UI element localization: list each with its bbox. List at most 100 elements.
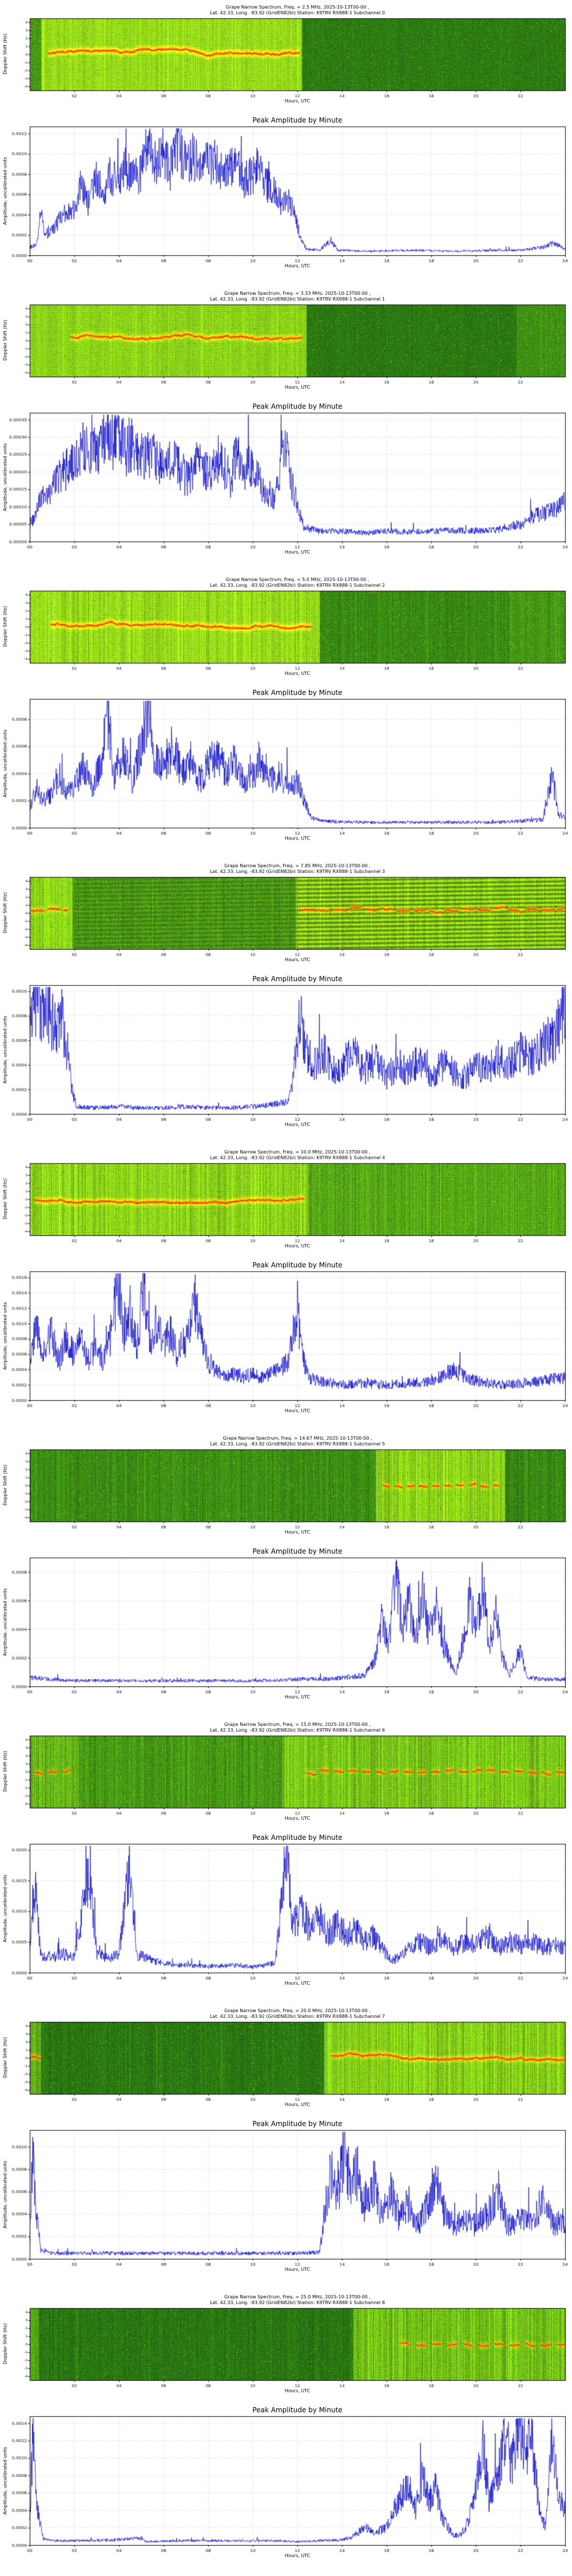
spectrogram-plot <box>0 2021 572 2102</box>
amplitude-plot-row: Amplitude, uncalibrated units <box>0 1270 572 1408</box>
spectrogram-title-line1: Grape Narrow Spectrum, Freq. = 20.0 MHz,… <box>224 2008 371 2013</box>
amplitude-plot-row: Amplitude, uncalibrated units <box>0 125 572 263</box>
spectrogram-plot-row: Doppler Shift (Hz) <box>0 1162 572 1243</box>
spectrogram-xlabel: Hours, UTC <box>284 385 311 390</box>
spectrogram-plot <box>0 17 572 98</box>
spectrogram-title-line1: Grape Narrow Spectrum, Freq. = 5.0 MHz, … <box>225 577 370 582</box>
spectrogram-title-line2: Lat. 42.33, Long. -83.92 (GridEN82bi) St… <box>210 583 385 588</box>
spectrogram-title-line2: Lat. 42.33, Long. -83.92 (GridEN82bi) St… <box>210 869 385 874</box>
amplitude-title: Peak Amplitude by Minute <box>252 116 343 124</box>
spectrogram-title-line1: Grape Narrow Spectrum, Freq. = 10.0 MHz,… <box>224 1149 371 1155</box>
amplitude-title: Peak Amplitude by Minute <box>252 1261 343 1269</box>
amplitude-title: Peak Amplitude by Minute <box>252 2120 343 2128</box>
spectrogram-plot-row: Doppler Shift (Hz) <box>0 1735 572 1816</box>
spectrogram-title: Grape Narrow Spectrum, Freq. = 25.0 MHz,… <box>0 2294 572 2306</box>
amplitude-title: Peak Amplitude by Minute <box>252 1547 343 1555</box>
amplitude-plot <box>0 1270 572 1408</box>
amplitude-title: Peak Amplitude by Minute <box>252 689 343 697</box>
amplitude-plot <box>0 2415 572 2553</box>
spectrogram-title: Grape Narrow Spectrum, Freq. = 15.0 MHz,… <box>0 1722 572 1733</box>
amplitude-plot <box>0 411 572 550</box>
spectrogram-title-line1: Grape Narrow Spectrum, Freq. = 3.33 MHz,… <box>224 291 371 296</box>
spectrogram-title-line2: Lat. 42.33, Long. -83.92 (GridEN82bi) St… <box>210 2014 385 2019</box>
amplitude-plot-row: Amplitude, uncalibrated units <box>0 2128 572 2267</box>
spectrogram-title-line1: Grape Narrow Spectrum, Freq. = 2.5 MHz, … <box>225 5 370 10</box>
spectrogram-plot-row: Doppler Shift (Hz) <box>0 2021 572 2102</box>
spectrogram-plot-row: Doppler Shift (Hz) <box>0 876 572 957</box>
amplitude-xlabel: Hours, UTC <box>284 2267 311 2272</box>
subchannel-block: Grape Narrow Spectrum, Freq. = 15.0 MHz,… <box>0 1717 572 2004</box>
spectrogram-ylabel: Doppler Shift (Hz) <box>2 2037 8 2078</box>
spectrogram-xlabel: Hours, UTC <box>284 671 311 676</box>
spectrogram-plot-row: Doppler Shift (Hz) <box>0 1448 572 1530</box>
amplitude-plot-row: Amplitude, uncalibrated units <box>0 411 572 550</box>
spectrogram-xlabel: Hours, UTC <box>284 1243 311 1249</box>
spectrogram-plot <box>0 303 572 385</box>
amplitude-plot-row: Amplitude, uncalibrated units <box>0 1842 572 1981</box>
spectrogram-plot <box>0 876 572 957</box>
spectrogram-xlabel: Hours, UTC <box>284 1816 311 1821</box>
amplitude-ylabel: Amplitude, uncalibrated units <box>2 2160 8 2229</box>
amplitude-plot <box>0 697 572 836</box>
amplitude-xlabel: Hours, UTC <box>284 1408 311 1413</box>
amplitude-xlabel: Hours, UTC <box>284 2553 311 2558</box>
subchannel-block: Grape Narrow Spectrum, Freq. = 2.5 MHz, … <box>0 0 572 286</box>
amplitude-plot <box>0 1842 572 1981</box>
spectrogram-plot-row: Doppler Shift (Hz) <box>0 303 572 385</box>
spectrogram-plot <box>0 1162 572 1243</box>
spectrogram-title: Grape Narrow Spectrum, Freq. = 2.5 MHz, … <box>0 5 572 16</box>
amplitude-plot <box>0 983 572 1122</box>
spectrogram-title-line1: Grape Narrow Spectrum, Freq. = 7.85 MHz,… <box>224 863 371 868</box>
amplitude-ylabel: Amplitude, uncalibrated units <box>2 157 8 225</box>
amplitude-xlabel: Hours, UTC <box>284 1981 311 1986</box>
amplitude-plot <box>0 1556 572 1694</box>
spectrogram-title-line2: Lat. 42.33, Long. -83.92 (GridEN82bi) St… <box>210 1728 385 1733</box>
amplitude-ylabel: Amplitude, uncalibrated units <box>2 1016 8 1084</box>
amplitude-xlabel: Hours, UTC <box>284 1122 311 1127</box>
spectrogram-plot <box>0 1448 572 1530</box>
spectrogram-plot-row: Doppler Shift (Hz) <box>0 17 572 98</box>
spectrogram-xlabel: Hours, UTC <box>284 2102 311 2107</box>
amplitude-title: Peak Amplitude by Minute <box>252 402 343 410</box>
spectrogram-title-line1: Grape Narrow Spectrum, Freq. = 14.67 MHz… <box>223 1436 372 1441</box>
amplitude-title: Peak Amplitude by Minute <box>252 975 343 983</box>
spectrogram-title-line2: Lat. 42.33, Long. -83.92 (GridEN82bi) St… <box>210 1441 385 1447</box>
subchannel-block: Grape Narrow Spectrum, Freq. = 7.85 MHz,… <box>0 859 572 1145</box>
amplitude-xlabel: Hours, UTC <box>284 1694 311 1700</box>
spectrogram-title-line2: Lat. 42.33, Long. -83.92 (GridEN82bi) St… <box>210 10 385 15</box>
spectrogram-title-line2: Lat. 42.33, Long. -83.92 (GridEN82bi) St… <box>210 1155 385 1160</box>
subchannel-block: Grape Narrow Spectrum, Freq. = 20.0 MHz,… <box>0 2004 572 2290</box>
spectrogram-ylabel: Doppler Shift (Hz) <box>2 892 8 933</box>
spectrogram-ylabel: Doppler Shift (Hz) <box>2 2323 8 2364</box>
spectrogram-plot <box>0 1735 572 1816</box>
amplitude-title: Peak Amplitude by Minute <box>252 2406 343 2414</box>
subchannel-block: Grape Narrow Spectrum, Freq. = 5.0 MHz, … <box>0 572 572 859</box>
spectrogram-ylabel: Doppler Shift (Hz) <box>2 319 8 361</box>
amplitude-plot-row: Amplitude, uncalibrated units <box>0 697 572 836</box>
spectrogram-title-line2: Lat. 42.33, Long. -83.92 (GridEN82bi) St… <box>210 2300 385 2305</box>
spectrogram-plot <box>0 2307 572 2388</box>
spectrogram-plot-row: Doppler Shift (Hz) <box>0 2307 572 2388</box>
spectrogram-title: Grape Narrow Spectrum, Freq. = 10.0 MHz,… <box>0 1149 572 1161</box>
spectrogram-ylabel: Doppler Shift (Hz) <box>2 606 8 647</box>
spectrogram-plot <box>0 590 572 671</box>
amplitude-xlabel: Hours, UTC <box>284 263 311 268</box>
amplitude-ylabel: Amplitude, uncalibrated units <box>2 1874 8 1942</box>
subchannel-block: Grape Narrow Spectrum, Freq. = 14.67 MHz… <box>0 1431 572 1717</box>
spectrogram-title: Grape Narrow Spectrum, Freq. = 7.85 MHz,… <box>0 863 572 875</box>
subchannel-block: Grape Narrow Spectrum, Freq. = 25.0 MHz,… <box>0 2290 572 2576</box>
spectrogram-plot-row: Doppler Shift (Hz) <box>0 590 572 671</box>
amplitude-xlabel: Hours, UTC <box>284 836 311 841</box>
spectrogram-xlabel: Hours, UTC <box>284 2388 311 2393</box>
spectrogram-title: Grape Narrow Spectrum, Freq. = 20.0 MHz,… <box>0 2008 572 2020</box>
subchannel-block: Grape Narrow Spectrum, Freq. = 3.33 MHz,… <box>0 286 572 572</box>
amplitude-plot-row: Amplitude, uncalibrated units <box>0 983 572 1122</box>
amplitude-ylabel: Amplitude, uncalibrated units <box>2 2447 8 2515</box>
spectrogram-xlabel: Hours, UTC <box>284 957 311 962</box>
spectrogram-xlabel: Hours, UTC <box>284 1530 311 1535</box>
spectrogram-ylabel: Doppler Shift (Hz) <box>2 1178 8 1219</box>
spectrogram-title: Grape Narrow Spectrum, Freq. = 14.67 MHz… <box>0 1436 572 1447</box>
amplitude-ylabel: Amplitude, uncalibrated units <box>2 729 8 797</box>
